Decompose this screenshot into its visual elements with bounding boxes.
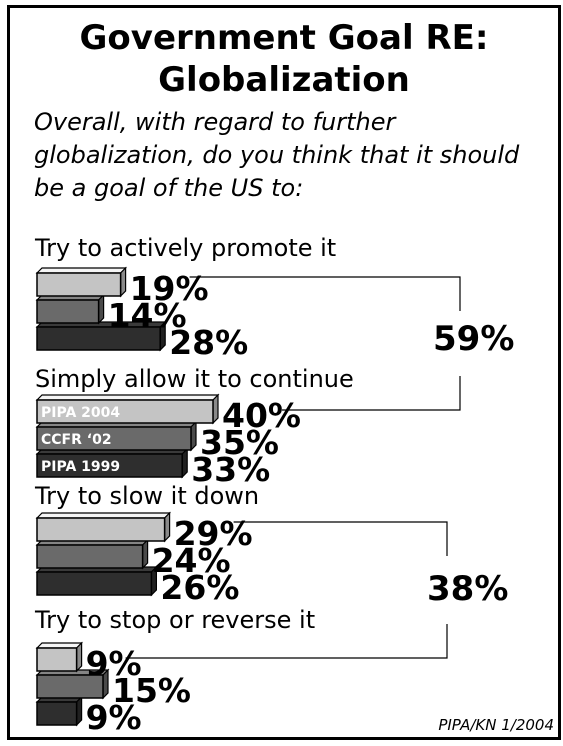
chart-title: Government Goal RE: [79, 18, 489, 58]
bar [36, 571, 153, 596]
bar [36, 647, 78, 672]
value-label: 33% [191, 450, 270, 489]
category-label-allow: Simply allow it to continue [35, 365, 354, 393]
value-label: 24% [152, 541, 231, 580]
source-note: PIPA/KN 1/2004 [438, 716, 554, 734]
value-label: 19% [130, 269, 209, 308]
bar [36, 326, 161, 351]
bar [36, 399, 214, 424]
value-label: 14% [108, 296, 187, 335]
legend-label: CCFR ‘02 [41, 432, 112, 448]
bracket-oppose-top [233, 521, 448, 556]
bar [36, 544, 144, 569]
bar [36, 674, 104, 699]
value-label: 35% [200, 423, 279, 462]
bar [36, 426, 192, 451]
bar [36, 701, 78, 726]
group-total-support: 59% [433, 319, 515, 359]
value-label: 40% [222, 396, 301, 435]
bracket-support-top [189, 276, 461, 311]
bar [36, 299, 100, 324]
bar [36, 453, 183, 478]
group-total-oppose: 38% [427, 569, 509, 609]
value-label: 29% [174, 514, 253, 553]
bar [36, 517, 166, 542]
chart-title-line2: Globalization [158, 60, 410, 100]
chart-frame: Government Goal RE: Globalization Overal… [7, 5, 561, 740]
legend-label: PIPA 1999 [41, 459, 120, 475]
category-label-slow: Try to slow it down [35, 482, 260, 510]
question-text: Overall, with regard to further globaliz… [34, 108, 520, 202]
value-label: 26% [160, 568, 239, 607]
category-label-stop: Try to stop or reverse it [35, 606, 316, 634]
bracket-oppose-bottom [125, 624, 448, 659]
bar [36, 272, 122, 297]
value-label: 9% [86, 644, 142, 683]
value-label: 15% [112, 671, 191, 710]
value-label: 28% [169, 323, 248, 362]
bar-side-face [142, 538, 149, 570]
category-label-promote: Try to actively promote it [35, 234, 337, 262]
legend-label: PIPA 2004 [41, 405, 120, 421]
value-label: 9% [86, 698, 142, 737]
bar-chart: 19%14%28% 40%35%33% 29%24%26% 9%15%9% PIPA 2… [35, 266, 461, 737]
bracket-support-bottom [282, 376, 461, 411]
